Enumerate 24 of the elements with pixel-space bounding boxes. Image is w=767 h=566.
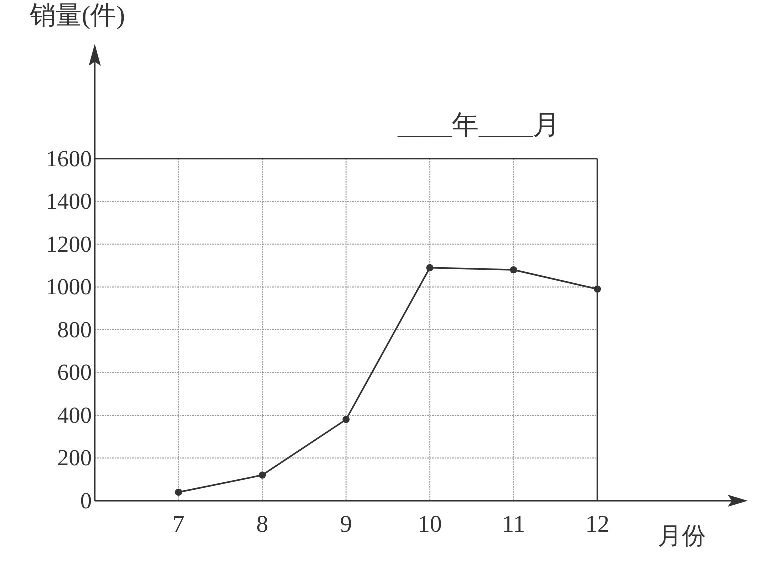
x-tick-label: 9 (340, 512, 352, 538)
y-tick-label: 1600 (46, 146, 92, 172)
y-tick-label: 400 (58, 402, 92, 428)
y-tick-label: 200 (58, 446, 92, 471)
point (594, 286, 602, 293)
x-tick-label: 10 (418, 512, 442, 538)
y-tick-label: 1200 (46, 232, 92, 257)
y-tick-label: 1400 (46, 189, 92, 214)
x-tick-label: 8 (256, 512, 269, 538)
point (426, 264, 434, 272)
point (258, 472, 266, 479)
y-tick-label: 1000 (46, 274, 92, 300)
x-tick-label: 11 (502, 512, 526, 538)
point (510, 266, 518, 274)
point (342, 416, 350, 424)
annotation: ____年____月 (397, 110, 560, 140)
x-axis-title: 月份 (658, 524, 706, 550)
x-tick-label: 7 (172, 512, 185, 538)
x-tick-label: 12 (586, 512, 610, 538)
y-tick-label: 0 (80, 488, 92, 514)
point (175, 488, 182, 496)
y-tick-label: 800 (58, 317, 92, 342)
y-tick-label: 600 (58, 360, 92, 386)
y-axis-title: 销量(件) (29, 1, 126, 30)
